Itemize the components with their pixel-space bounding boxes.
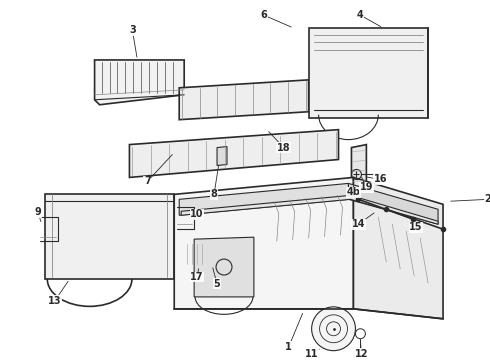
Polygon shape — [353, 177, 443, 319]
Polygon shape — [351, 145, 367, 207]
Text: 18: 18 — [277, 143, 291, 153]
Text: 3: 3 — [129, 25, 136, 35]
Text: 5: 5 — [214, 279, 220, 289]
Text: 15: 15 — [410, 222, 423, 232]
Polygon shape — [179, 183, 348, 215]
Polygon shape — [217, 147, 227, 166]
Text: 17: 17 — [191, 272, 204, 282]
Polygon shape — [95, 60, 184, 105]
Polygon shape — [129, 130, 339, 177]
Text: 12: 12 — [355, 348, 368, 359]
Circle shape — [312, 307, 355, 351]
Text: 16: 16 — [373, 175, 387, 184]
Polygon shape — [181, 195, 438, 224]
Text: 4b: 4b — [346, 187, 360, 197]
Polygon shape — [194, 237, 254, 297]
Text: 10: 10 — [191, 209, 204, 219]
Polygon shape — [179, 80, 309, 120]
Polygon shape — [174, 177, 353, 309]
Text: 6: 6 — [261, 10, 267, 20]
Text: 1: 1 — [285, 342, 292, 352]
Text: 7: 7 — [144, 176, 151, 186]
Text: 8: 8 — [211, 189, 218, 199]
Polygon shape — [184, 242, 209, 266]
Text: 13: 13 — [48, 296, 62, 306]
Text: 19: 19 — [360, 183, 373, 192]
Text: 11: 11 — [305, 348, 318, 359]
Text: 2: 2 — [485, 194, 490, 204]
Text: 14: 14 — [352, 219, 365, 229]
Polygon shape — [309, 28, 428, 118]
Polygon shape — [348, 183, 438, 224]
Text: 4: 4 — [357, 10, 364, 20]
Polygon shape — [45, 194, 174, 279]
Text: 9: 9 — [34, 207, 41, 217]
